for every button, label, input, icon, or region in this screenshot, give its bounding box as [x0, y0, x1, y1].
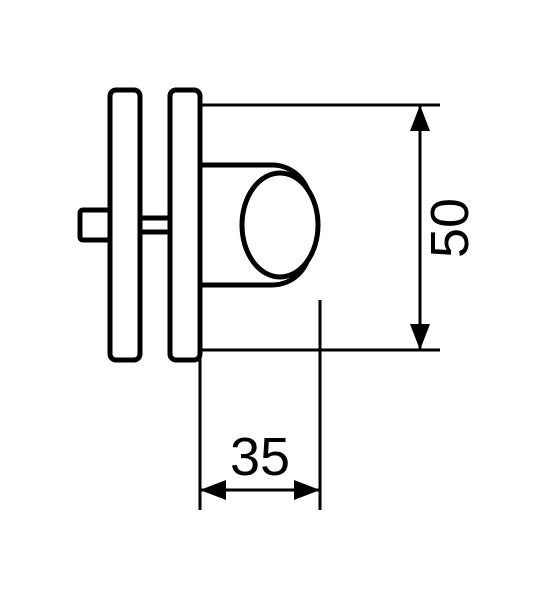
dimension-horizontal-label: 35 [230, 427, 290, 487]
dimension-vertical-label: 50 [420, 198, 480, 258]
